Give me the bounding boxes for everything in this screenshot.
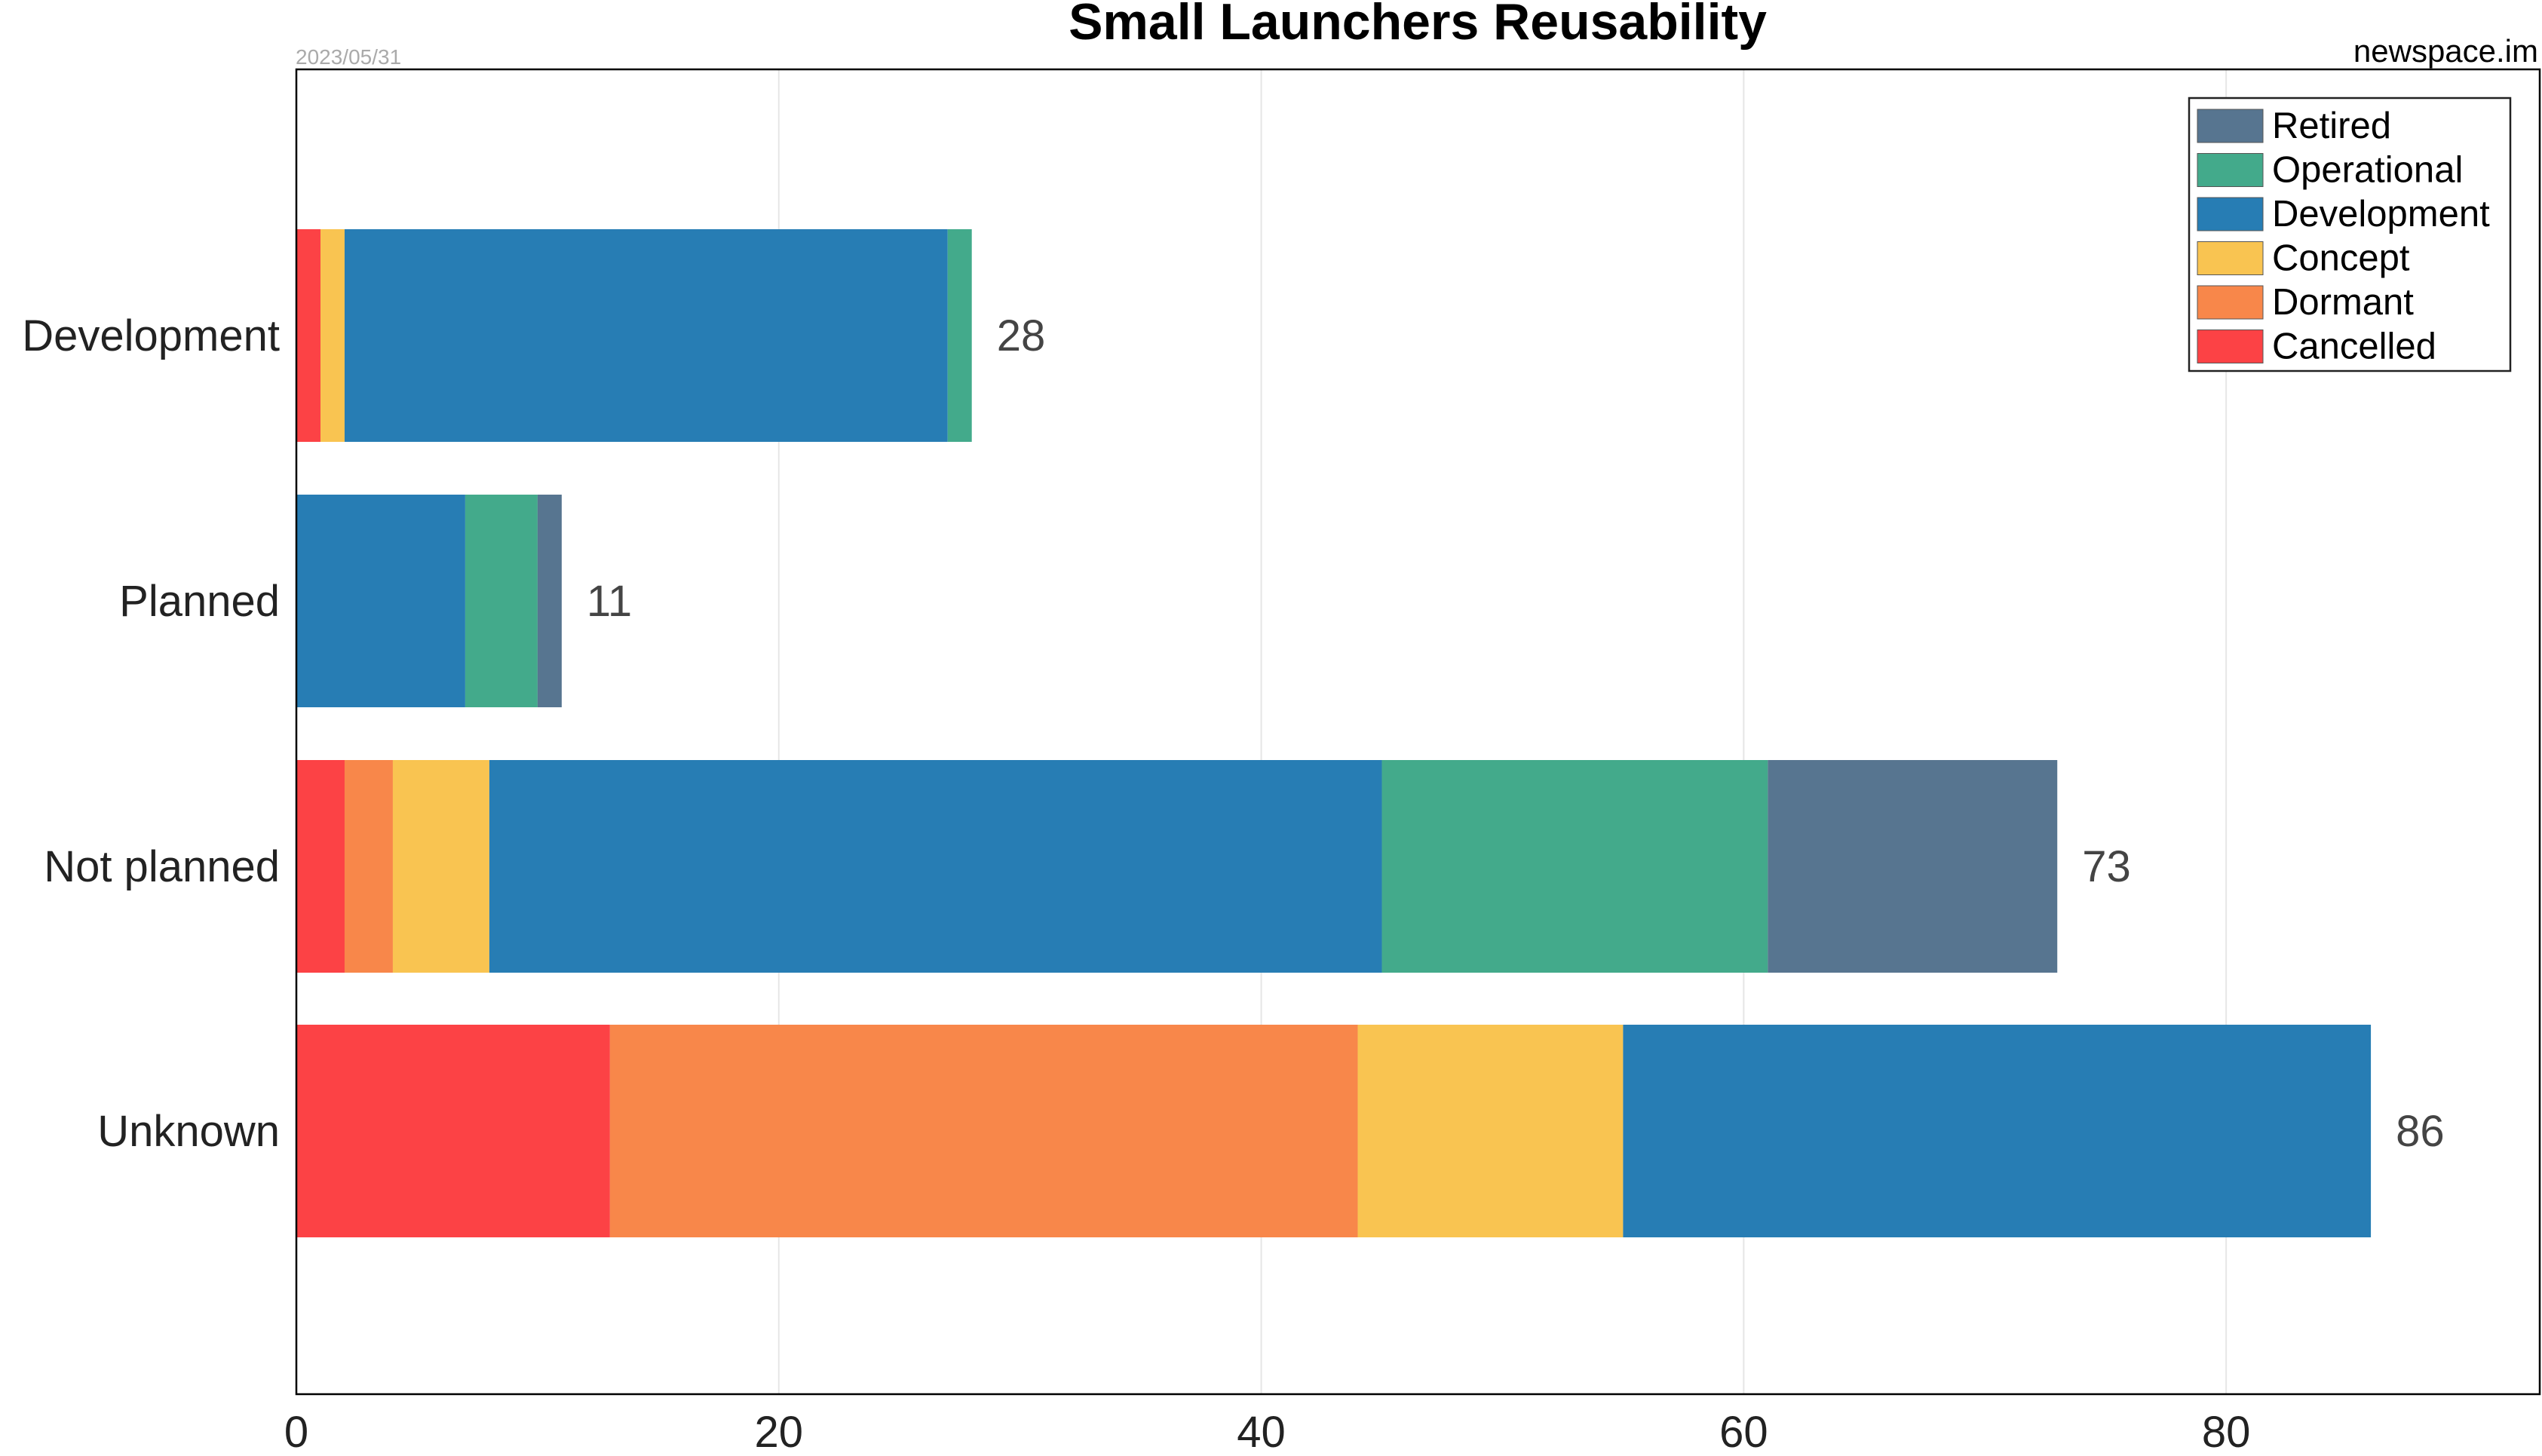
legend-entry: Operational	[2272, 150, 2463, 191]
bar-total-label: 73	[2082, 842, 2131, 891]
bar-segment	[465, 495, 538, 707]
legend-swatch	[2197, 285, 2264, 320]
category-label: Development	[22, 311, 280, 360]
legend-box	[2188, 97, 2512, 372]
bar-segment	[1381, 760, 1768, 973]
category-label: Planned	[119, 577, 280, 626]
plot-frame	[295, 68, 2541, 1396]
bar-segment	[296, 1025, 610, 1237]
legend-entry: Development	[2272, 194, 2490, 234]
bar-segment	[609, 1025, 1358, 1237]
x-tick-label: 40	[1237, 1408, 1286, 1456]
bar-segment	[1623, 1025, 2372, 1237]
category-label: Not planned	[44, 842, 280, 891]
legend-swatch	[2197, 197, 2264, 231]
legend-entry: Cancelled	[2272, 326, 2436, 367]
bar-segment	[1768, 760, 2058, 973]
bar-segment	[296, 229, 320, 442]
chart-source: newspace.im	[2353, 33, 2538, 69]
x-tick-label: 80	[2202, 1408, 2251, 1456]
bar-segment	[489, 760, 1382, 973]
bar-segment	[537, 495, 562, 707]
bar-segment	[296, 760, 345, 973]
chart-date: 2023/05/31	[296, 45, 401, 69]
category-label: Unknown	[97, 1107, 280, 1156]
bar-segment	[392, 760, 489, 973]
legend-swatch	[2197, 241, 2264, 275]
legend: RetiredOperationalDevelopmentConceptDorm…	[2188, 97, 2512, 372]
bar-segment	[344, 229, 948, 442]
bar-total-label: 11	[587, 577, 632, 626]
bar-total-label: 28	[997, 311, 1046, 360]
legend-swatch	[2197, 153, 2264, 187]
legend-swatch	[2197, 330, 2264, 363]
bars	[296, 229, 2372, 1237]
bar-segment	[1357, 1025, 1624, 1237]
labels: 0 20 40 60 80 Development 28 Planned 11 Not plann…	[22, 311, 2444, 1456]
chart-title: Small Launchers Reusability	[1069, 0, 1767, 51]
bar-total-label: 86	[2396, 1107, 2445, 1156]
x-tick-label: 60	[1719, 1408, 1768, 1456]
bar-segment	[344, 760, 393, 973]
x-tick-label: 20	[755, 1408, 804, 1456]
legend-entry: Retired	[2272, 106, 2391, 146]
legend-entry: Dormant	[2272, 282, 2414, 323]
bar-segment	[320, 229, 345, 442]
x-tick-label: 0	[284, 1408, 308, 1456]
legend-entry: Concept	[2272, 238, 2410, 279]
bar-segment	[296, 495, 465, 707]
legend-swatch	[2197, 109, 2264, 143]
bar-segment	[947, 229, 972, 442]
